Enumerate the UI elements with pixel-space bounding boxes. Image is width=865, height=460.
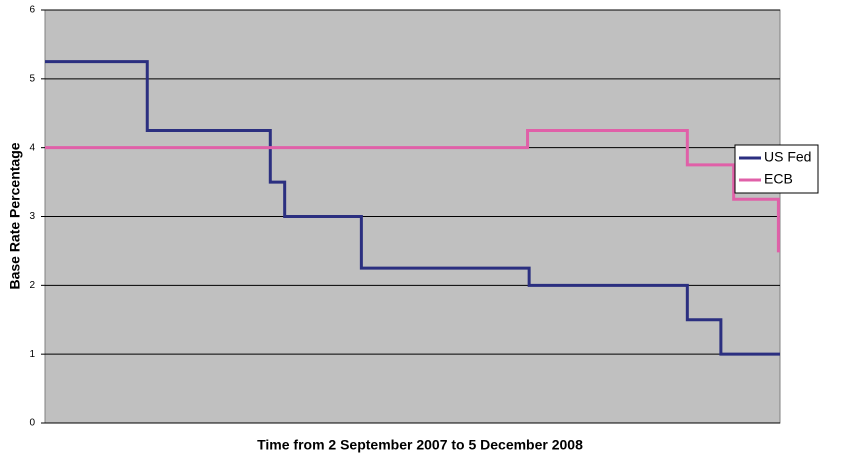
legend-box — [734, 144, 819, 194]
legend-label: US Fed — [764, 149, 811, 165]
y-tick-label: 1 — [29, 349, 35, 360]
y-tick-label: 6 — [29, 5, 35, 16]
y-tick-label: 5 — [29, 73, 35, 84]
y-tick-label: 0 — [29, 418, 35, 429]
legend-label: ECB — [764, 171, 793, 187]
y-axis-label: Base Rate Percentage — [7, 142, 23, 289]
series-line — [45, 128, 780, 253]
y-tick-label: 2 — [29, 280, 35, 291]
x-axis-label: Time from 2 September 2007 to 5 December… — [257, 437, 583, 453]
y-tick-label: 4 — [29, 142, 35, 153]
y-tick-label: 3 — [29, 211, 35, 222]
series-line — [45, 60, 780, 356]
